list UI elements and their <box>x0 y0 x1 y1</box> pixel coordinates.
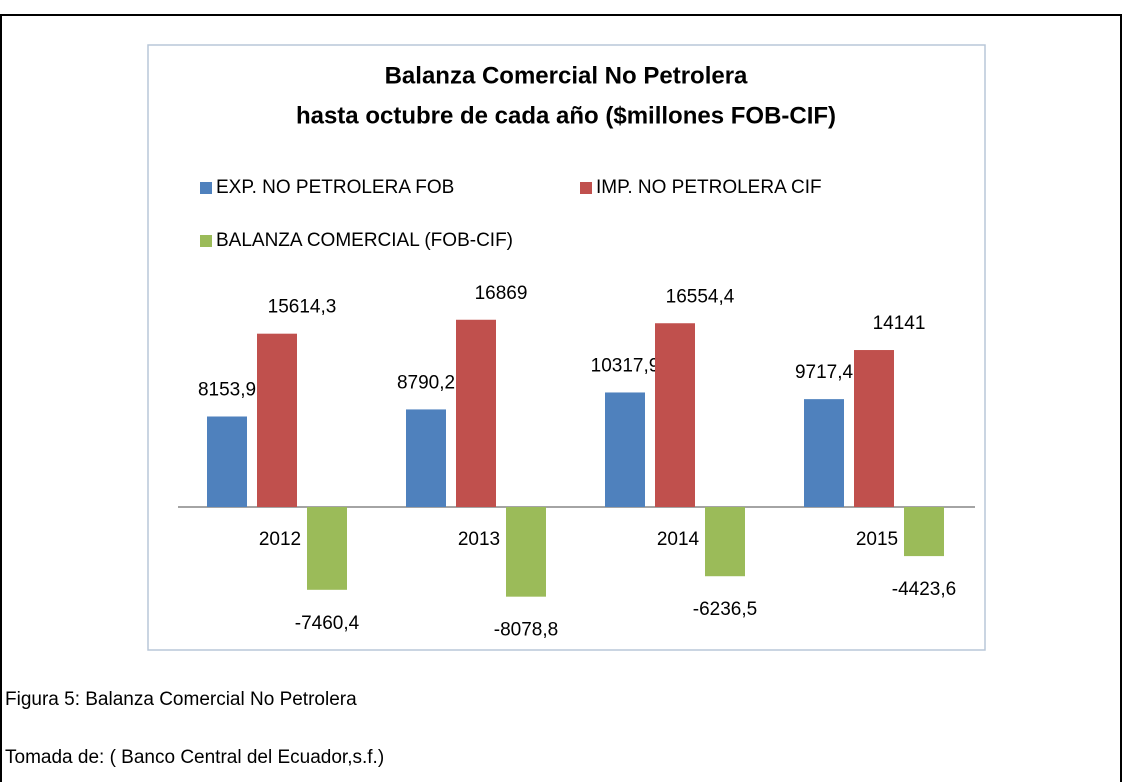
chart-title: Balanza Comercial No Petrolera <box>385 62 748 89</box>
bar <box>307 507 347 590</box>
legend-label: BALANZA COMERCIAL (FOB-CIF) <box>216 230 513 251</box>
bar <box>804 399 844 507</box>
caption: Figura 5: Balanza Comercial No Petrolera <box>5 689 357 710</box>
bar <box>257 333 297 507</box>
bar <box>904 507 944 557</box>
legend-label: EXP. NO PETROLERA FOB <box>216 177 454 198</box>
data-label: -6236,5 <box>693 599 757 620</box>
data-label: 10317,9 <box>591 355 660 376</box>
data-label: -8078,8 <box>494 620 558 641</box>
legend-label: IMP. NO PETROLERA CIF <box>596 177 822 198</box>
bar <box>406 409 446 507</box>
x-tick-label: 2014 <box>657 529 700 550</box>
bar <box>655 323 695 507</box>
page-border <box>0 14 1122 782</box>
data-label: -7460,4 <box>295 613 360 634</box>
data-label: 8153,9 <box>198 380 256 401</box>
x-tick-label: 2013 <box>458 529 500 550</box>
legend-swatch <box>200 182 212 194</box>
bar <box>705 507 745 577</box>
legend-swatch <box>200 235 212 247</box>
x-tick-label: 2012 <box>259 529 301 550</box>
bar <box>605 392 645 507</box>
data-label: -4423,6 <box>892 579 956 600</box>
data-label: 8790,2 <box>397 372 455 393</box>
bar <box>207 416 247 507</box>
chart-subtitle: hasta octubre de cada año ($millones FOB… <box>296 102 836 129</box>
x-tick-label: 2015 <box>856 529 898 550</box>
bar <box>854 350 894 507</box>
data-label: 16869 <box>475 283 528 304</box>
data-label: 9717,4 <box>795 362 854 383</box>
bar <box>506 507 546 597</box>
data-label: 16554,4 <box>666 286 735 307</box>
data-label: 15614,3 <box>268 297 337 318</box>
data-label: 14141 <box>873 313 926 334</box>
bar <box>456 319 496 507</box>
source: Tomada de: ( Banco Central del Ecuador,s… <box>5 747 384 768</box>
legend-swatch <box>580 182 592 194</box>
